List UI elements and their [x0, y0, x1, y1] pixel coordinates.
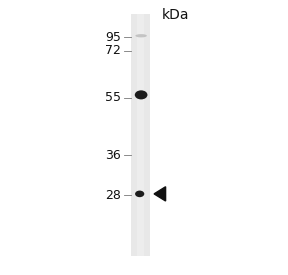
- Ellipse shape: [135, 191, 144, 197]
- Ellipse shape: [135, 90, 147, 99]
- Bar: [131, 14, 150, 256]
- Text: kDa: kDa: [161, 8, 189, 22]
- Text: 72: 72: [105, 44, 121, 57]
- Text: 95: 95: [105, 31, 121, 44]
- Text: 28: 28: [105, 189, 121, 202]
- Text: 55: 55: [105, 91, 121, 104]
- Ellipse shape: [135, 34, 147, 37]
- Text: 36: 36: [105, 149, 121, 162]
- Polygon shape: [154, 187, 166, 201]
- Bar: [137, 14, 144, 256]
